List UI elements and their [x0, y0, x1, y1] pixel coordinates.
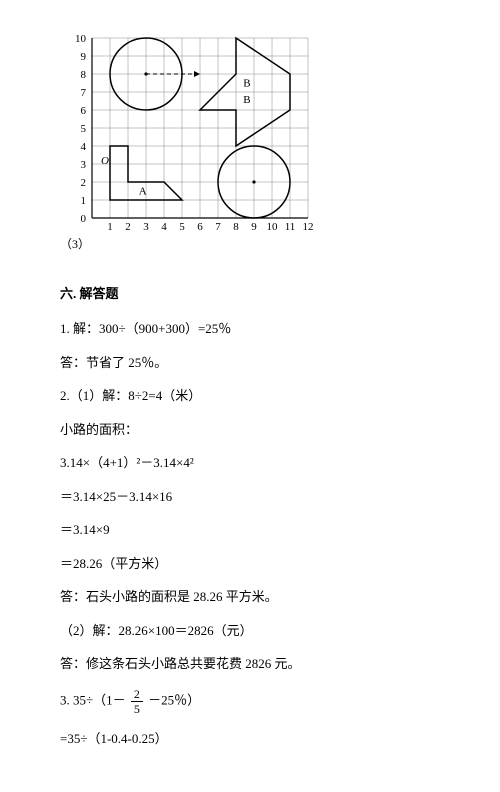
frac-line-suffix: －25％） [145, 692, 200, 707]
answer-line: 答：节省了 25％。 [60, 353, 450, 373]
svg-text:B: B [243, 94, 250, 106]
equation-line: ＝3.14×25－3.14×16 [60, 487, 450, 507]
svg-text:A: A [139, 186, 147, 198]
equation-line: ＝28.26（平方米） [60, 554, 450, 574]
svg-text:12: 12 [303, 221, 314, 233]
svg-text:3: 3 [81, 159, 87, 171]
svg-text:8: 8 [233, 221, 239, 233]
svg-text:7: 7 [81, 87, 87, 99]
figure-block: 123456789101112012345678910AOBB （3） [60, 30, 450, 260]
svg-text:10: 10 [75, 33, 87, 45]
svg-text:2: 2 [125, 221, 131, 233]
svg-text:6: 6 [197, 221, 203, 233]
svg-text:8: 8 [81, 69, 87, 81]
fraction-numerator: 2 [131, 688, 143, 702]
equation-line: =35÷（1-0.4-0.25） [60, 729, 450, 749]
svg-text:11: 11 [285, 221, 296, 233]
svg-text:4: 4 [161, 221, 167, 233]
svg-text:1: 1 [81, 195, 87, 207]
equation-line: 3.14×（4+1）²－3.14×4² [60, 453, 450, 473]
solution-line-fraction: 3. 35÷（1－ 25 －25％） [60, 688, 450, 715]
answer-line: 答：修这条石头小路总共要花费 2826 元。 [60, 654, 450, 674]
svg-text:5: 5 [179, 221, 185, 233]
svg-text:B: B [243, 78, 250, 90]
svg-text:1: 1 [107, 221, 113, 233]
svg-text:0: 0 [81, 213, 87, 225]
grid-figure: 123456789101112012345678910AOBB [60, 30, 320, 240]
svg-text:9: 9 [81, 51, 87, 63]
svg-text:7: 7 [215, 221, 221, 233]
section-title: 六. 解答题 [60, 284, 450, 304]
answer-line: 答：石头小路的面积是 28.26 平方米。 [60, 587, 450, 607]
svg-text:6: 6 [81, 105, 87, 117]
svg-text:3: 3 [143, 221, 149, 233]
svg-text:9: 9 [251, 221, 257, 233]
text-line: 小路的面积： [60, 420, 450, 440]
equation-line: ＝3.14×9 [60, 520, 450, 540]
solution-line: 1. 解：300÷（900+300）=25％ [60, 319, 450, 339]
fraction: 25 [131, 688, 143, 715]
svg-text:O: O [101, 155, 109, 167]
svg-text:4: 4 [81, 141, 87, 153]
solution-line: 2.（1）解：8÷2=4（米） [60, 386, 450, 406]
frac-line-prefix: 3. 35÷（1－ [60, 692, 129, 707]
fraction-denominator: 5 [131, 702, 143, 715]
solution-line: （2）解：28.26×100＝2826（元） [60, 621, 450, 641]
svg-text:2: 2 [81, 177, 87, 189]
svg-text:5: 5 [81, 123, 87, 135]
svg-text:10: 10 [267, 221, 279, 233]
figure-number: （3） [60, 237, 90, 251]
page: 123456789101112012345678910AOBB （3） 六. 解… [0, 0, 500, 792]
